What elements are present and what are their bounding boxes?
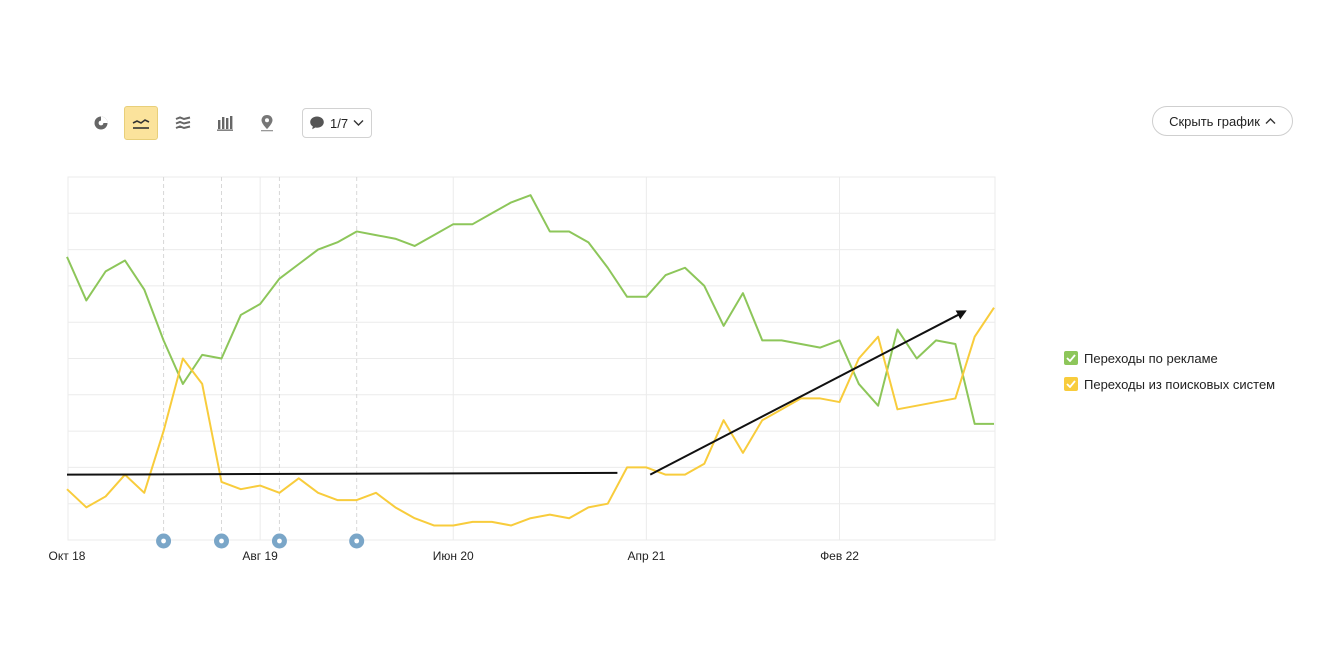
chart-grid — [67, 176, 996, 541]
x-tick-label: Фев 22 — [820, 549, 859, 563]
check-icon — [1066, 354, 1076, 362]
check-icon — [1066, 380, 1076, 388]
annotation-marker — [156, 533, 172, 549]
series-line-0 — [66, 194, 994, 425]
legend-label-ads: Переходы по рекламе — [1084, 350, 1218, 366]
line-chart-button[interactable] — [124, 106, 158, 140]
x-tick-label: Июн 20 — [433, 549, 474, 563]
annotation-marker — [349, 533, 365, 549]
annotation-marker-dot — [354, 538, 360, 544]
legend-label-search: Переходы из поисковых систем — [1084, 376, 1276, 392]
annotation-marker — [271, 533, 287, 549]
annotations-count: 1/7 — [330, 115, 349, 131]
speech-bubble-icon — [310, 116, 324, 130]
x-tick-label: Окт 18 — [49, 549, 86, 563]
annotations-dropdown[interactable]: 1/7 — [302, 108, 372, 138]
bar-chart-button[interactable] — [208, 106, 242, 140]
baseline-line — [66, 471, 618, 476]
hide-chart-button[interactable]: Скрыть график — [1152, 106, 1293, 136]
x-tick-label: Апр 21 — [627, 549, 665, 563]
chart-series — [66, 194, 995, 527]
series-line-1 — [66, 307, 995, 527]
x-tick-label: Авг 19 — [242, 549, 278, 563]
trend-lines — [66, 310, 967, 476]
annotation-marker-dot — [277, 538, 282, 544]
x-axis-labels: Окт 18 Авг 19 Июн 20 Апр 21 Фев 22 — [49, 549, 860, 563]
hide-chart-label: Скрыть график — [1169, 113, 1260, 129]
plot-frame — [67, 176, 996, 541]
bar-chart-icon — [217, 116, 233, 131]
legend-item-search[interactable]: Переходы из поисковых систем — [1064, 376, 1275, 392]
annotation-markers — [156, 533, 365, 549]
legend-checkbox-ads[interactable] — [1064, 351, 1078, 365]
trend-arrow — [649, 310, 967, 476]
legend-item-ads[interactable]: Переходы по рекламе — [1064, 350, 1275, 366]
area-chart-icon — [175, 116, 191, 130]
chevron-down-icon — [353, 120, 364, 126]
area-chart-button[interactable] — [166, 106, 200, 140]
chevron-up-icon — [1265, 118, 1276, 124]
pie-chart-button[interactable] — [84, 106, 118, 140]
annotation-marker — [214, 533, 229, 549]
annotation-marker-dot — [219, 538, 224, 544]
annotation-marker-dot — [161, 538, 166, 544]
line-chart-icon — [132, 119, 150, 129]
map-pin-icon — [261, 115, 273, 132]
legend-checkbox-search[interactable] — [1064, 377, 1078, 391]
chart-legend: Переходы по рекламе Переходы из поисковы… — [1064, 350, 1275, 402]
map-button[interactable] — [250, 106, 284, 140]
pie-chart-icon — [94, 116, 108, 130]
annotation-lines — [163, 177, 358, 540]
